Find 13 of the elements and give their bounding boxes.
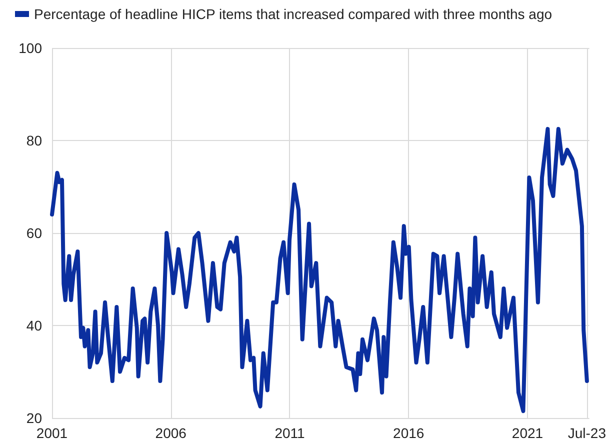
y-tick-label: 20 xyxy=(26,410,42,426)
x-tick-label: 2001 xyxy=(36,425,68,441)
x-tick-label: 2016 xyxy=(393,425,424,441)
y-tick-label: 40 xyxy=(26,318,42,334)
y-tick-label: 80 xyxy=(26,132,42,148)
x-tick-label: Jul-23 xyxy=(568,425,606,441)
x-tick-label: 2021 xyxy=(512,425,544,441)
line-series xyxy=(50,126,589,414)
legend-label: Percentage of headline HICP items that increased compared with three months ago xyxy=(34,6,552,22)
x-tick-label: 2011 xyxy=(274,425,306,441)
y-tick-label: 100 xyxy=(18,40,42,56)
x-tick-label: 2006 xyxy=(155,425,187,441)
y-tick-label: 60 xyxy=(26,225,42,241)
